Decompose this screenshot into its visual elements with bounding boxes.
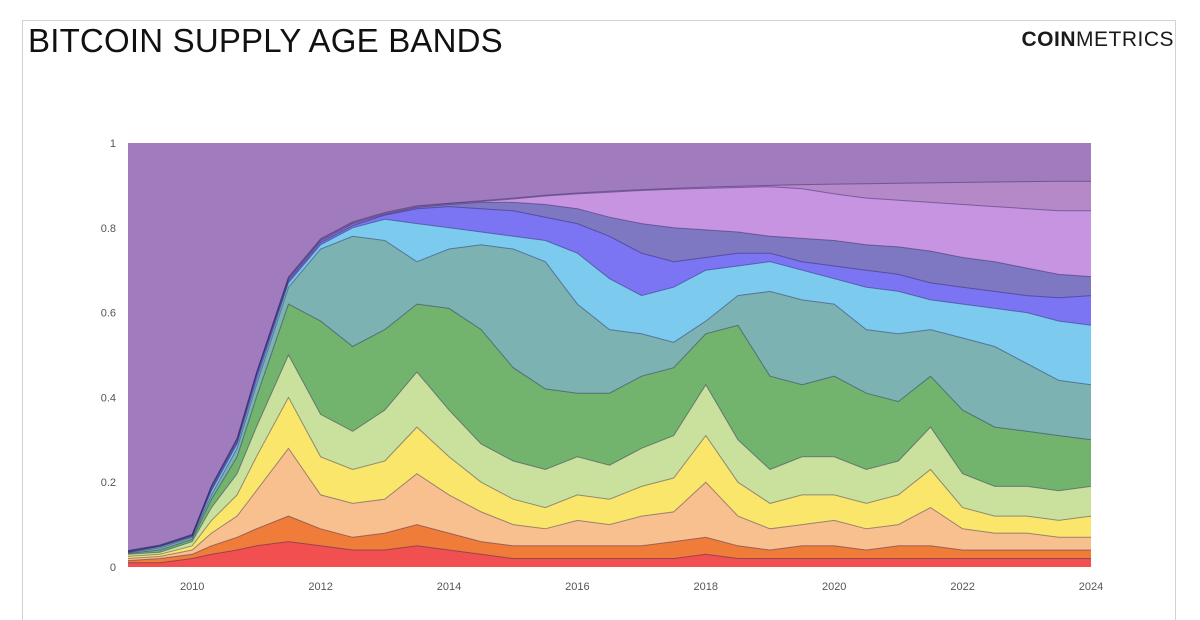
band-outlines	[127, 180, 1092, 564]
band-outline-2	[127, 447, 1091, 559]
band-outline-8	[127, 206, 1092, 553]
band-area-0	[128, 541, 1091, 567]
band-outline-1	[127, 515, 1091, 562]
brand-logo: COINMETRICS	[1022, 28, 1175, 52]
x-tick-label: 2018	[694, 581, 718, 593]
brand-logo-bold: COIN	[1021, 28, 1076, 51]
brand-logo-light: METRICS	[1076, 28, 1174, 51]
band-outline-0	[128, 541, 1091, 564]
band-outline-7	[127, 218, 1092, 553]
x-axis-ticks: 2010 2012 2014 2016 2018 2020 2022 2024	[180, 581, 1103, 593]
band-outline-4	[127, 353, 1092, 555]
x-tick-label: 2016	[565, 581, 589, 593]
area-bands	[128, 143, 1091, 568]
x-tick-label: 2014	[437, 581, 461, 593]
y-tick-label: 0.2	[101, 477, 116, 489]
band-outline-5	[127, 303, 1092, 554]
band-outline-11	[127, 180, 1091, 551]
y-tick-label: 0.4	[101, 392, 116, 404]
x-tick-label: 2010	[180, 581, 204, 593]
band-outline-6	[127, 235, 1092, 554]
band-outline-3	[127, 396, 1092, 557]
x-tick-label: 2012	[308, 581, 332, 593]
x-tick-label: 2022	[950, 581, 974, 593]
y-tick-label: 1	[110, 138, 116, 150]
y-axis-ticks: 0 0.2 0.4 0.6 0.8 1	[101, 138, 116, 574]
band-outline-10	[127, 186, 1091, 552]
band-outline-9	[127, 201, 1092, 552]
x-tick-label: 2020	[822, 581, 846, 593]
y-tick-label: 0.6	[101, 308, 116, 320]
y-tick-label: 0	[110, 562, 116, 574]
x-tick-label: 2024	[1079, 581, 1103, 593]
page-title: BITCOIN SUPPLY AGE BANDS	[28, 22, 503, 59]
supply-age-bands-chart: 00.20.40.60.81 2010 2012 2014 2016 2018 2020 2…	[101, 138, 1104, 593]
y-tick-label: 0.8	[101, 223, 116, 235]
